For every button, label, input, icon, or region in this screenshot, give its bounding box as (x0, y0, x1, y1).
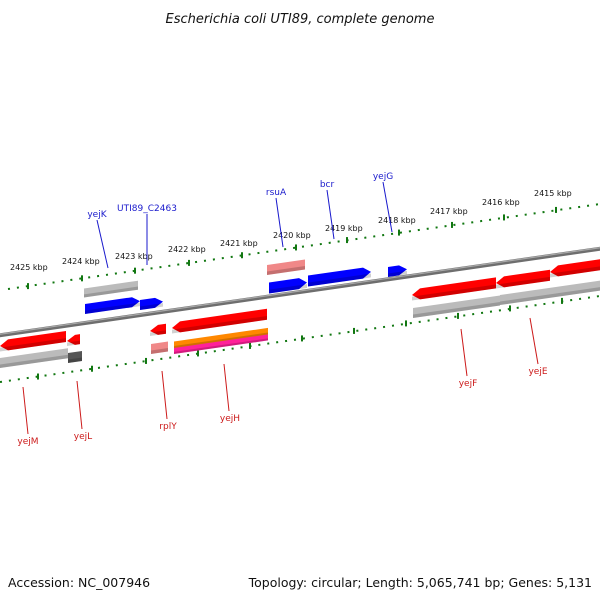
kbp-label: 2423 kbp (115, 252, 153, 261)
kbp-label: 2417 kbp (430, 207, 468, 216)
kbp-label: 2422 kbp (168, 245, 206, 254)
kbp-label: 2421 kbp (220, 239, 258, 248)
gene-leader-line (460, 328, 468, 377)
lower-scale-track (0, 295, 600, 383)
topology-label: Topology: circular; Length: 5,065,741 bp… (248, 575, 592, 590)
gene-leader-line (22, 386, 29, 435)
kbp-label: 2415 kbp (534, 189, 572, 198)
gene-label-bottom: yejL (74, 432, 92, 442)
accession-label: Accession: NC_007946 (8, 575, 150, 590)
map-title: Escherichia coli UTI89, complete genome (166, 12, 435, 27)
gene-leader-line (326, 189, 335, 240)
upper-pink-feature (267, 259, 305, 275)
gene-label-top: rsuA (266, 188, 287, 198)
gene-rplY-arrow (150, 323, 166, 336)
gene-yejG-arrow (388, 265, 407, 277)
gene-leader-line (223, 363, 230, 412)
gene-UTI89_C2463-arrow (140, 297, 163, 310)
gene-bcr-arrow (308, 267, 371, 287)
gene-yejE-arrow (496, 269, 550, 289)
gene-leader-line (382, 181, 393, 233)
gene-rsuA-arrow (269, 278, 307, 294)
gene-callouts: yejK UTI89_C2463 rsuA bcr yejG yejM yejL rplY ye… (17, 172, 547, 447)
upper-scale-track (7, 203, 600, 290)
lower-dark-feature (68, 350, 82, 363)
gene-label-top: yejG (373, 172, 393, 182)
gene-label-bottom: yejF (459, 379, 478, 389)
kbp-label: 2425 kbp (10, 263, 48, 272)
gene-label-bottom: rplY (159, 422, 177, 432)
genome-backbone (0, 246, 600, 338)
gene-leader-line (161, 370, 168, 420)
gene-yejM-arrow (0, 330, 66, 352)
scale-tracks (0, 203, 600, 383)
kbp-label: 2418 kbp (378, 216, 416, 225)
kbp-label: 2420 kbp (273, 231, 311, 240)
gene-leader-line (275, 197, 284, 248)
gene-leader-line (96, 219, 109, 269)
kbp-label: 2416 kbp (482, 198, 520, 207)
upper-gray-feature (84, 280, 138, 298)
lower-pink-feature (151, 341, 168, 354)
lower-gray-feature-right (500, 280, 600, 305)
kbp-label: 2419 kbp (325, 224, 363, 233)
gene-yejL-arrow (67, 334, 80, 346)
features (0, 259, 600, 368)
genome-backbone-highlight (0, 247, 600, 335)
lower-gray-feature-left (0, 348, 68, 368)
orf-magenta-feature (174, 334, 268, 354)
gene-leader-line (76, 380, 83, 430)
gene-leader-line (529, 317, 539, 365)
gene-label-bottom: yejH (220, 414, 240, 424)
gene-yejF-arrow (412, 277, 496, 301)
gene-label-bottom: yejE (528, 367, 547, 377)
gene-yejH-arrow (172, 308, 267, 334)
kbp-labels: 2425 kbp 2424 kbp 2423 kbp 2422 kbp 2421 kbp… (10, 189, 572, 272)
gene-label-top: yejK (87, 210, 107, 220)
gene-label-top: UTI89_C2463 (117, 204, 177, 214)
gene-label-bottom: yejM (17, 437, 38, 447)
gene-right-edge-arrow (550, 259, 600, 278)
gene-yejK-arrow (85, 297, 140, 314)
gene-label-top: bcr (320, 180, 335, 190)
kbp-label: 2424 kbp (62, 257, 100, 266)
orf-orange-feature (174, 327, 268, 349)
lower-gray-feature-mid (413, 295, 500, 318)
